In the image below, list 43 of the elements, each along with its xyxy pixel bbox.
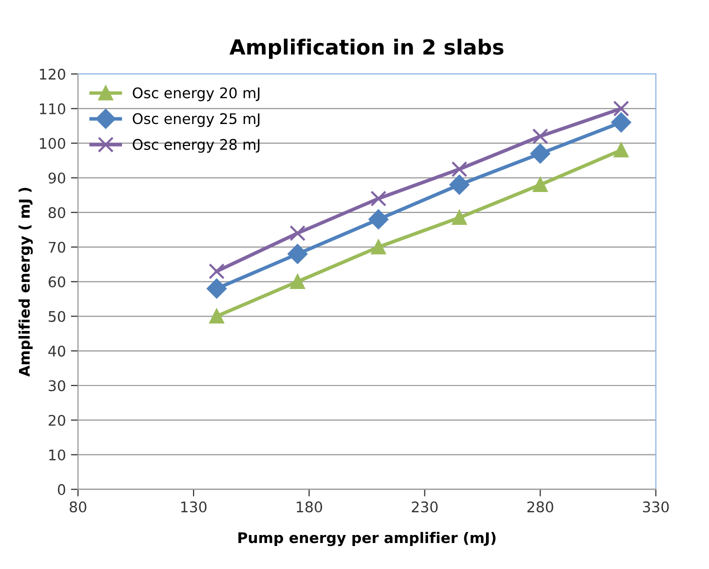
x-axis-title: Pump energy per amplifier (mJ) <box>238 532 496 546</box>
y-tick-label: 80 <box>48 207 66 218</box>
y-tick-label: 110 <box>40 103 66 114</box>
x-tick-label: 130 <box>181 501 207 512</box>
y-tick-label: 40 <box>48 346 66 357</box>
point <box>288 244 308 264</box>
y-tick-label: 0 <box>58 484 66 496</box>
x-tick-label: 280 <box>527 501 554 512</box>
y-tick-label: 50 <box>48 310 66 322</box>
point <box>371 240 386 254</box>
chart-title: Amplification in 2 slabs <box>229 38 504 59</box>
point <box>530 144 550 164</box>
y-tick-label: 30 <box>48 380 66 392</box>
point <box>206 278 227 298</box>
y-tick-label: 60 <box>48 276 66 288</box>
y-tick-label: 20 <box>48 414 66 426</box>
point <box>611 112 632 132</box>
point <box>532 128 548 144</box>
x-tick-label: 180 <box>296 501 322 512</box>
legend-label: Osc energy 20 mJ <box>132 87 260 102</box>
y-tick-label: 90 <box>48 172 66 184</box>
point <box>532 177 548 192</box>
point <box>451 161 468 178</box>
y-axis-title: Amplified energy ( mJ ) <box>18 188 33 377</box>
point <box>290 274 305 289</box>
y-tick-label: 120 <box>40 68 66 80</box>
x-tick-label: 80 <box>70 501 86 512</box>
point <box>209 308 224 324</box>
y-tick-label: 10 <box>49 449 66 460</box>
point <box>290 225 306 242</box>
point <box>613 100 630 117</box>
point <box>208 263 225 280</box>
point <box>370 190 386 207</box>
y-tick-label: 70 <box>48 242 66 253</box>
x-tick-label: 230 <box>412 501 438 512</box>
legend-label: Osc energy 28 mJ <box>132 138 260 153</box>
point <box>449 174 470 195</box>
x-tick-label: 330 <box>643 501 669 512</box>
y-tick-label: 100 <box>40 138 66 149</box>
point <box>614 142 628 158</box>
point <box>368 209 388 230</box>
point <box>452 210 467 225</box>
legend-label: Osc energy 25 mJ <box>132 113 260 127</box>
